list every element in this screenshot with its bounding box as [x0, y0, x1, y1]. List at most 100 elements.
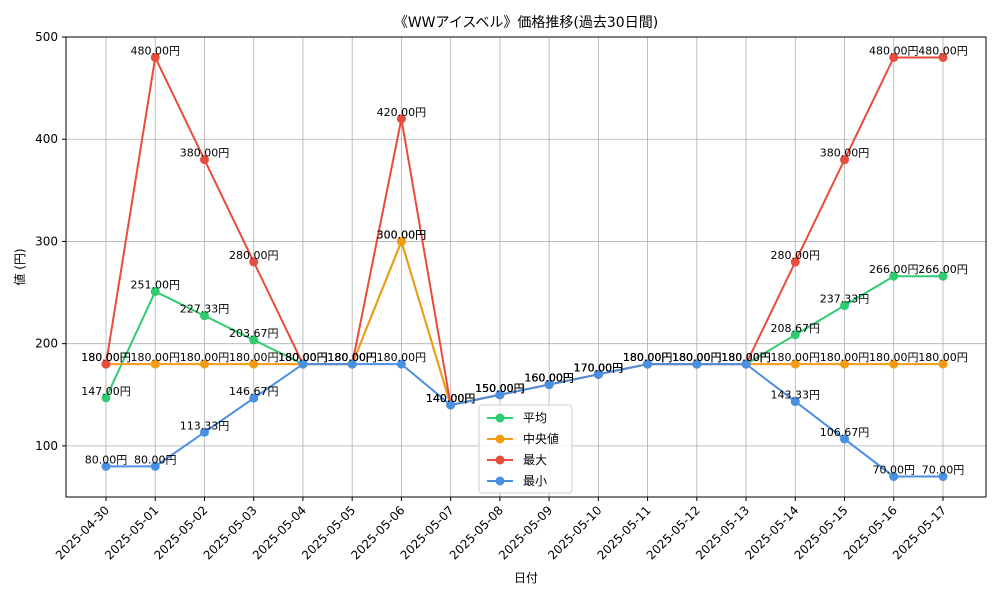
- data-point: [692, 359, 702, 369]
- data-label: 140.00円: [426, 392, 476, 405]
- data-point: [593, 369, 603, 379]
- data-label: 480.00円: [869, 44, 919, 57]
- data-point: [495, 390, 505, 400]
- data-label: 160.00円: [524, 372, 574, 385]
- y-tick-label: 100: [35, 439, 58, 453]
- y-tick-label: 500: [35, 30, 58, 44]
- data-point: [790, 397, 800, 407]
- data-label: 180.00円: [721, 351, 771, 364]
- legend-label: 最小: [523, 474, 547, 488]
- data-point: [938, 52, 948, 62]
- data-point: [889, 271, 899, 281]
- data-label: 70.00円: [873, 464, 916, 477]
- data-label: 180.00円: [721, 351, 771, 364]
- data-point: [150, 461, 160, 471]
- data-point: [199, 155, 209, 165]
- data-point: [101, 461, 111, 471]
- y-axis-label: 値 (円): [12, 248, 27, 285]
- chart-title: 《WWアイスベル》価格推移(過去30日間): [394, 15, 658, 31]
- data-point: [840, 434, 850, 444]
- legend-item: 最大: [487, 453, 547, 467]
- y-tick-label: 400: [35, 132, 58, 146]
- series-line: [106, 363, 943, 478]
- data-label: 227.33円: [180, 303, 230, 316]
- data-label: 180.00円: [869, 351, 919, 364]
- data-point: [150, 287, 160, 297]
- data-point: [938, 472, 948, 482]
- data-label: 208.67円: [771, 322, 821, 335]
- data-label: 180.00円: [623, 351, 673, 364]
- data-label: 80.00円: [85, 453, 128, 466]
- data-label: 300.00円: [377, 228, 427, 241]
- data-point: [249, 359, 259, 369]
- data-label: 280.00円: [229, 249, 279, 262]
- data-point: [199, 311, 209, 321]
- legend-swatch-marker: [495, 455, 505, 465]
- data-label: 180.00円: [327, 351, 377, 364]
- data-label: 106.67円: [820, 426, 870, 439]
- data-label: 80.00円: [134, 453, 177, 466]
- data-label: 147.00円: [81, 385, 131, 398]
- series-4: [101, 359, 948, 482]
- legend-item: 最小: [487, 474, 547, 488]
- x-axis-label: 日付: [514, 571, 538, 585]
- data-label: 143.33円: [771, 389, 821, 402]
- data-label: 266.00円: [918, 263, 968, 276]
- data-label: 180.00円: [918, 351, 968, 364]
- data-point: [790, 257, 800, 267]
- data-label: 180.00円: [672, 351, 722, 364]
- data-label: 180.00円: [327, 351, 377, 364]
- data-label: 113.33円: [180, 419, 230, 432]
- data-label: 180.00円: [771, 351, 821, 364]
- legend-swatch-marker: [495, 413, 505, 423]
- legend-swatch-marker: [495, 434, 505, 444]
- legend-label: 中央値: [523, 431, 559, 446]
- data-point: [249, 335, 259, 345]
- legend-label: 平均: [523, 411, 547, 425]
- data-label: 140.00円: [426, 392, 476, 405]
- data-point: [101, 393, 111, 403]
- data-label: 70.00円: [922, 464, 965, 477]
- data-label: 180.00円: [721, 351, 771, 364]
- data-point: [790, 359, 800, 369]
- data-label: 380.00円: [820, 147, 870, 160]
- data-point: [150, 359, 160, 369]
- y-tick-label: 200: [35, 337, 58, 351]
- data-point: [347, 359, 357, 369]
- data-label: 280.00円: [771, 249, 821, 262]
- data-label: 140.00円: [426, 392, 476, 405]
- data-label: 180.00円: [820, 351, 870, 364]
- data-label: 203.67円: [229, 327, 279, 340]
- data-point: [396, 236, 406, 246]
- data-point: [889, 52, 899, 62]
- data-label: 180.00円: [130, 351, 180, 364]
- data-label: 180.00円: [278, 351, 328, 364]
- data-point: [249, 257, 259, 267]
- data-label: 180.00円: [721, 351, 771, 364]
- series-layer: [101, 52, 948, 482]
- data-point: [298, 359, 308, 369]
- data-label: 180.00円: [623, 351, 673, 364]
- data-point: [396, 359, 406, 369]
- data-label: 420.00円: [377, 106, 427, 119]
- data-label: 480.00円: [918, 44, 968, 57]
- data-label: 150.00円: [475, 382, 525, 395]
- legend-item: 中央値: [487, 431, 559, 446]
- data-point: [741, 359, 751, 369]
- data-label: 170.00円: [574, 361, 624, 374]
- data-point: [840, 301, 850, 311]
- data-label: 180.00円: [672, 351, 722, 364]
- data-point: [544, 380, 554, 390]
- data-label: 170.00円: [574, 361, 624, 374]
- data-point: [889, 472, 899, 482]
- data-label: 380.00円: [180, 147, 230, 160]
- data-point: [840, 155, 850, 165]
- data-label: 140.00円: [426, 392, 476, 405]
- data-label: 146.67円: [229, 385, 279, 398]
- data-label: 180.00円: [377, 351, 427, 364]
- data-label: 180.00円: [623, 351, 673, 364]
- data-label: 180.00円: [278, 351, 328, 364]
- data-label: 180.00円: [180, 351, 230, 364]
